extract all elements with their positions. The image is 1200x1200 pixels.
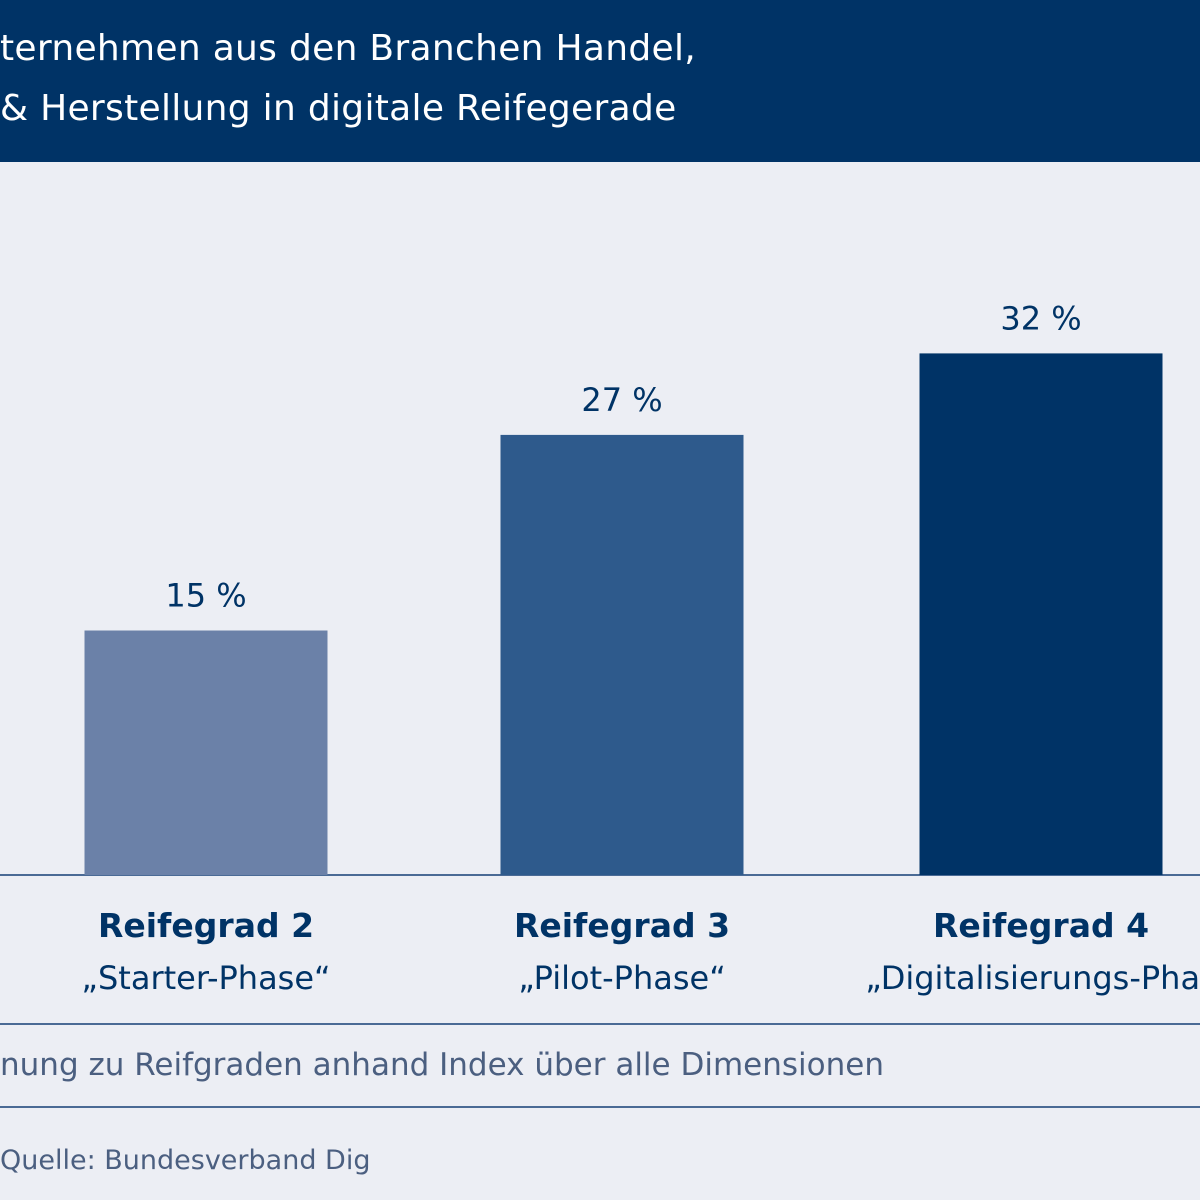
bar-1	[84, 630, 328, 875]
bar-2	[500, 434, 744, 875]
footnote-top-rule	[0, 1023, 1200, 1025]
value-label-1: 15 %	[165, 577, 246, 615]
bar-group	[84, 353, 1163, 875]
footnote-bottom-rule	[0, 1106, 1200, 1108]
value-label-3: 32 %	[1000, 299, 1081, 337]
source-note: Quelle: Bundesverband Dig	[0, 1145, 371, 1176]
category-label-2: Reifegrad 3	[514, 906, 730, 945]
title-banner: ternehmen aus den Branchen Handel, & Her…	[0, 0, 1200, 162]
category-label-group: Reifegrad 2 „Starter-Phase“ Reifegrad 3 „Pi…	[81, 906, 1200, 997]
footnote: nung zu Reifgraden anhand Index über all…	[0, 1047, 884, 1083]
bar-3	[919, 353, 1163, 875]
chart-title-line-1: ternehmen aus den Branchen Handel,	[0, 28, 697, 69]
category-sublabel-3: „Digitalisierungs-Phas	[865, 959, 1200, 997]
category-sublabel-1: „Starter-Phase“	[81, 959, 330, 997]
category-sublabel-2: „Pilot-Phase“	[518, 959, 726, 997]
value-label-2: 27 %	[581, 381, 662, 419]
value-label-group: 15 % 27 % 32 %	[165, 299, 1081, 614]
category-label-3: Reifegrad 4	[933, 906, 1149, 945]
chart-title-line-2: & Herstellung in digitale Reifegerade	[0, 88, 677, 129]
category-label-1: Reifegrad 2	[98, 906, 314, 945]
